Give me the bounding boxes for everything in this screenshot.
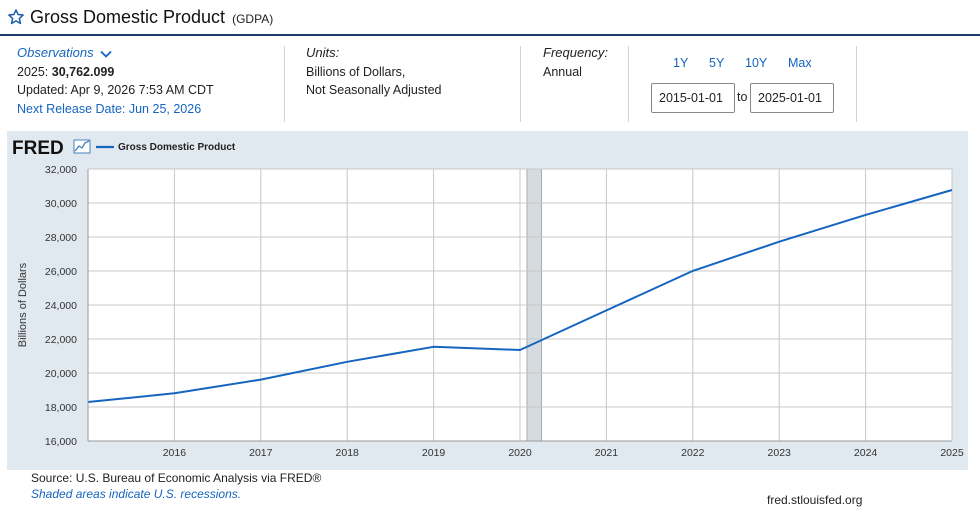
recession-note: Shaded areas indicate U.S. recessions.	[31, 487, 242, 501]
range-button-10y[interactable]: 10Y	[745, 56, 768, 70]
legend-label: Gross Domestic Product	[118, 142, 236, 153]
frequency-heading: Frequency:	[543, 45, 609, 60]
series-line-gdp	[87, 189, 953, 403]
data-point	[950, 188, 955, 193]
y-tick-label: 24,000	[45, 300, 77, 312]
end-date-input[interactable]	[750, 83, 834, 113]
data-point	[431, 344, 436, 349]
chevron-down-icon	[100, 50, 112, 58]
range-button-max[interactable]: Max	[788, 56, 812, 70]
units-line2: Not Seasonally Adjusted	[306, 83, 442, 97]
y-tick-label: 26,000	[45, 266, 77, 278]
x-tick-label: 2018	[336, 447, 360, 459]
y-axis-label: Billions of Dollars	[17, 262, 29, 347]
y-tick-label: 16,000	[45, 436, 77, 448]
divider	[520, 46, 521, 122]
observations-dropdown[interactable]: Observations	[17, 45, 112, 60]
star-outline-icon[interactable]	[7, 8, 25, 26]
start-date-input[interactable]	[651, 83, 735, 113]
frequency-block: Frequency: Annual	[543, 44, 608, 122]
chart-panel: FRED Gross Domestic Product 16,000 18,000…	[7, 131, 968, 470]
fred-logo: FRED	[12, 138, 91, 159]
page-title: Gross Domestic Product (GDPA)	[30, 7, 273, 28]
observations-block: Observations 2025: 30,762.099 Updated: A…	[17, 44, 214, 122]
y-tick-label: 18,000	[45, 402, 77, 414]
frequency-value: Annual	[543, 64, 582, 79]
next-release-link[interactable]: Next Release Date: Jun 25, 2026	[17, 101, 202, 116]
x-tick-label: 2017	[249, 447, 273, 459]
x-tick-label: 2019	[422, 447, 446, 459]
x-tick-label: 2023	[768, 447, 792, 459]
data-point	[258, 377, 263, 382]
series-id: (GDPA)	[232, 12, 274, 26]
units-heading: Units:	[306, 45, 340, 60]
fred-logo-text: FRED	[12, 138, 64, 159]
data-point	[690, 268, 695, 273]
latest-observation: 2025: 30,762.099	[17, 63, 214, 82]
title-bar: Gross Domestic Product (GDPA)	[0, 0, 980, 36]
data-point	[518, 347, 523, 352]
observations-label: Observations	[17, 45, 94, 60]
divider	[628, 46, 629, 122]
units-block: Units: Billions of Dollars, Not Seasonal…	[306, 44, 442, 122]
data-point	[863, 212, 868, 217]
updated-timestamp: Updated: Apr 9, 2026 7:53 AM CDT	[17, 83, 214, 97]
y-tick-label: 30,000	[45, 198, 77, 210]
data-point	[345, 359, 350, 364]
data-point	[172, 391, 177, 396]
x-tick-label: 2016	[163, 447, 187, 459]
x-tick-label: 2020	[508, 447, 532, 459]
x-tick-label: 2022	[681, 447, 705, 459]
divider	[284, 46, 285, 122]
range-button-5y[interactable]: 5Y	[709, 56, 725, 70]
units-line1: Billions of Dollars,	[306, 64, 406, 79]
series-title: Gross Domestic Product	[30, 7, 226, 27]
latest-period: 2025:	[17, 64, 49, 79]
data-point	[777, 239, 782, 244]
data-point	[604, 308, 609, 313]
fred-url[interactable]: fred.stlouisfed.org	[767, 493, 863, 507]
x-tick-label: 2021	[595, 447, 619, 459]
source-note: Source: U.S. Bureau of Economic Analysis…	[31, 471, 322, 485]
fred-chart-icon	[73, 139, 91, 154]
to-label: to	[737, 90, 748, 104]
latest-value: 30,762.099	[51, 64, 115, 79]
y-tick-label: 28,000	[45, 232, 77, 244]
y-tick-label: 20,000	[45, 368, 77, 380]
gdp-line-chart: FRED Gross Domestic Product 16,000 18,000…	[12, 138, 964, 459]
x-tick-label: 2024	[854, 447, 878, 459]
divider	[856, 46, 857, 122]
y-tick-label: 32,000	[45, 164, 77, 176]
range-button-1y[interactable]: 1Y	[673, 56, 689, 70]
chart-legend: Gross Domestic Product	[96, 142, 236, 153]
y-tick-label: 22,000	[45, 334, 77, 346]
x-tick-label: 2025	[940, 447, 964, 459]
